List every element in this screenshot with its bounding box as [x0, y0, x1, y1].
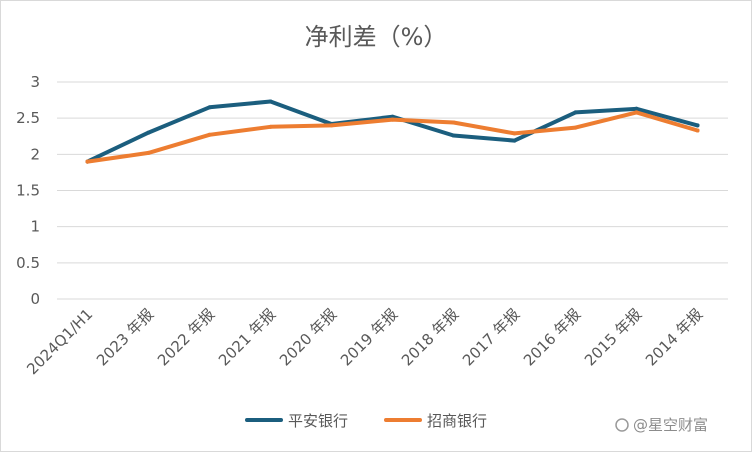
x-tick-label: 2016 年报: [520, 305, 584, 369]
data-point: [512, 131, 517, 136]
data-point: [451, 120, 456, 125]
y-tick-label: 0: [30, 290, 40, 308]
y-tick-label: 3: [30, 73, 40, 91]
data-point: [512, 138, 517, 143]
x-tick-label: 2020 年报: [276, 305, 340, 369]
data-point: [207, 132, 212, 137]
data-point: [451, 133, 456, 138]
y-tick-label: 1.5: [16, 182, 40, 200]
data-point: [634, 106, 639, 111]
series-line-0: [85, 99, 700, 164]
data-point: [573, 125, 578, 130]
x-tick-label: 2015 年报: [581, 305, 645, 369]
y-axis-ticks: 0 0.5 1 1.5 2 2.5 3: [16, 73, 40, 308]
watermark-group: @星空财富: [615, 416, 708, 434]
x-tick-label: 2017 年报: [459, 305, 523, 369]
y-tick-label: 0.5: [16, 254, 40, 272]
x-tick-label: 2014 年报: [642, 305, 706, 369]
x-tick-label: 2023 年报: [93, 305, 157, 369]
legend: 平安银行 招商银行: [245, 412, 487, 430]
watermark: @星空财富: [633, 416, 708, 434]
data-point: [695, 123, 700, 128]
data-point: [268, 99, 273, 104]
legend-label: 招商银行: [427, 412, 487, 430]
x-tick-label: 2019 年报: [337, 305, 401, 369]
data-point: [268, 124, 273, 129]
data-point: [146, 130, 151, 135]
data-point: [573, 110, 578, 115]
x-tick-label: 2024Q1/H1: [23, 305, 96, 378]
data-point: [390, 117, 395, 122]
y-tick-label: 1: [30, 218, 40, 236]
data-point: [329, 123, 334, 128]
y-tick-label: 2: [30, 145, 40, 163]
legend-label: 平安银行: [288, 412, 348, 430]
series-lines: [85, 99, 700, 164]
data-point: [634, 110, 639, 115]
x-tick-label: 2021 年报: [215, 305, 279, 369]
y-tick-label: 2.5: [16, 109, 40, 127]
chart-title: 净利差（%）: [305, 23, 448, 51]
data-point: [85, 159, 90, 164]
data-point: [695, 128, 700, 133]
x-tick-label: 2018 年报: [398, 305, 462, 369]
x-tick-label: 2022 年报: [154, 305, 218, 369]
data-point: [146, 150, 151, 155]
watermark-logo-icon: [615, 418, 629, 432]
data-point: [207, 105, 212, 110]
